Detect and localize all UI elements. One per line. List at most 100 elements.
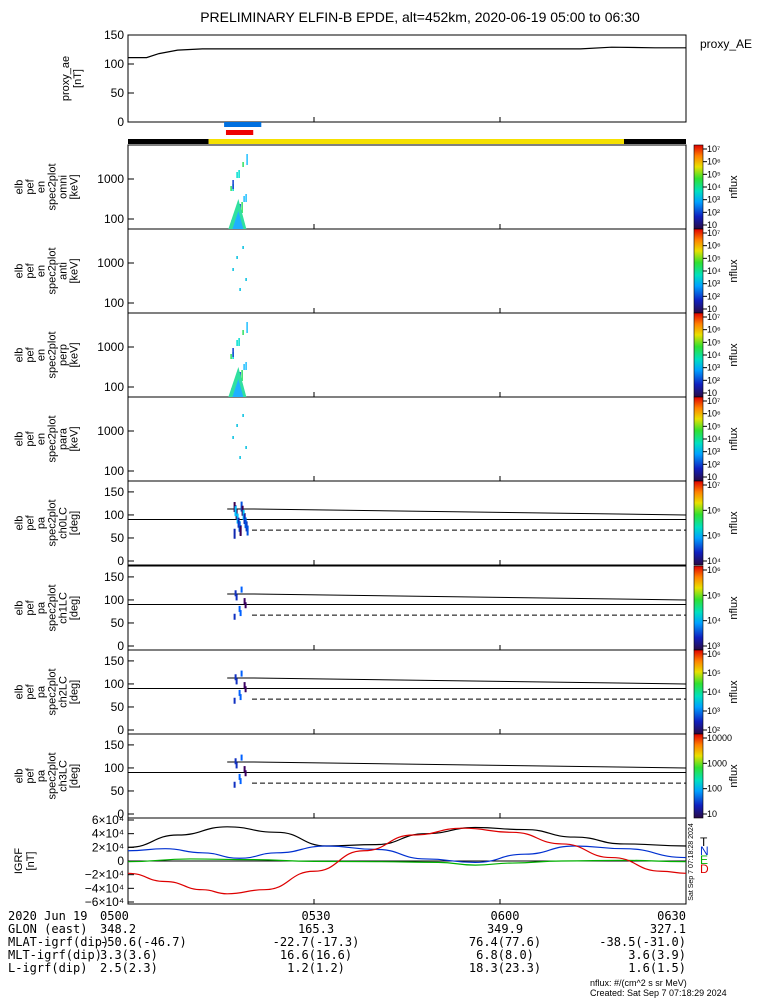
colorbar-tick-label: 10⁷ [707,144,720,154]
pa-panel-ylabel-line: elb [14,685,26,700]
ytick-label: 50 [111,616,125,630]
loss-cone-line [227,508,687,516]
pa-panel-ylabel: elb pef pa spec2plot ch0LC [deg] [14,499,81,546]
spectrogram-pixel [242,246,244,249]
spectrogram-pixel [236,424,238,427]
colorbar-tick-label: 10 [707,809,717,819]
colorbar-tick-label: 10³ [707,641,720,651]
colorbar-tick-label: 10³ [707,706,720,716]
ytick-label: 100 [104,761,124,775]
pa-panel-ylabel-line: ch0LC [58,507,70,539]
proxy-ae-line [128,46,686,59]
spectrogram-pixel [243,196,245,202]
spectrogram-pixel [232,436,234,439]
pa-pixel [244,602,247,609]
colorbar-tick-label: 10² [707,725,720,735]
colorbar-tick-label: 10 [707,472,717,482]
orbit-row-label: MLT-igrf(dip) [8,948,102,962]
orbit-row-value: -50.6(-46.7) [100,935,187,949]
ytick-label: 0 [117,115,124,129]
pa-pixel [238,689,241,696]
colorbar-tick-label: 10000 [707,733,732,743]
pa-panel-ylabel-line: pef [25,514,37,530]
ytick-label: −2×10⁴ [85,868,124,882]
spectrogram-pixel [238,170,240,178]
colorbar-tick-label: 10⁴ [707,687,721,697]
pa-pixel [240,586,243,593]
colorbar-tick-label: 1000 [707,758,727,768]
pa-panel-ylabel-line: elb [14,601,26,616]
proxy-ae-frame [127,34,687,123]
orbit-row-value: 16.6(16.6) [280,948,352,962]
colorbar-label: nflux [728,764,740,788]
ytick-label: 150 [104,738,124,752]
colorbar [693,312,704,398]
ytick-label: 0 [117,807,124,821]
energy-panel-ylabel-line: perp [58,344,70,366]
pa-pixel [240,670,243,677]
colorbar [693,480,704,566]
energy-panel-ylabel-line: [keV] [69,342,81,367]
igrf-series-e [127,858,687,866]
energy-panel-ylabel-line: spec2plot [47,331,59,378]
ytick-label: 100 [104,380,124,394]
orbit-row-value: 3.3(3.6) [100,948,158,962]
pa-panel-ylabel-line: [deg] [69,764,81,788]
ytick-label: 2×10⁴ [92,840,124,854]
pa-pixel [235,762,238,769]
proxy-ae-legend: proxy_AE [700,37,752,51]
energy-panel-ylabel-line: elb [14,432,26,447]
orbit-row-value: 0530 [302,909,331,923]
colorbar-tick-label: 10⁶ [707,565,721,575]
colorbar-tick-label: 10⁶ [707,157,721,167]
pa-pixel [239,694,242,701]
spectrogram-pixel [239,288,241,291]
energy-panel-ylabel-line: elb [14,348,26,363]
igrf-series-t [127,826,687,848]
colorbar-tick-label: 10⁷ [707,228,720,238]
orbit-row-value: 3.6(3.9) [628,948,686,962]
pitch-angle-frame [127,733,687,819]
pa-panel-ylabel-line: [deg] [69,596,81,620]
spectrogram-pixel [230,186,232,191]
energy-panel-ylabel: elb pef en spec2plot para [keV] [14,415,81,462]
colorbar-tick-label: 10² [707,459,720,469]
colorbar [693,144,704,230]
energy-panel-ylabel-line: en [36,349,48,361]
colorbar-tick-label: 10⁷ [707,396,720,406]
spectrogram-pixel [236,172,238,178]
pa-panel-ylabel-line: pa [36,601,48,614]
status-bar-segment [208,139,624,144]
energy-spectrogram-frame [127,144,687,230]
ytick-label: 1000 [97,340,124,354]
ytick-label: 50 [111,86,125,100]
spectrogram-pixel [236,340,238,346]
ytick-label: 1000 [97,172,124,186]
orbit-row-value: 349.9 [487,922,523,936]
spectrogram-pixel [245,278,247,281]
pa-pixel [239,778,242,785]
energy-panel-ylabel-line: spec2plot [47,247,59,294]
ytick-label: 0 [117,639,124,653]
colorbar-tick-label: 10³ [707,447,720,457]
colorbar-tick-label: 100 [707,784,722,794]
spectrogram-pixel [236,256,238,259]
orbit-row-value: -22.7(-17.3) [273,935,360,949]
colorbar-tick-label: 10⁵ [707,421,721,431]
science-zone-blue-bar [224,122,262,127]
spectrogram-pixel [243,364,245,370]
science-zone-red-bar [225,130,254,135]
colorbar-tick-label: 10² [707,207,720,217]
pa-pixel [240,754,243,761]
pa-panel-ylabel-line: pef [25,683,37,699]
energy-panel-ylabel-line: pef [25,430,37,446]
igrf-ylabel-line: [nT] [25,852,37,871]
pa-pixel [239,525,242,536]
ytick-label: 150 [104,485,124,499]
colorbar-tick-label: 10⁴ [707,182,721,192]
proxy-ae-ylabel-line: [nT] [72,69,84,88]
pa-pixel [243,766,246,773]
colorbar-tick-label: 10⁶ [707,325,721,335]
pa-pixel [243,682,246,689]
igrf-legend-n: N [700,844,709,858]
